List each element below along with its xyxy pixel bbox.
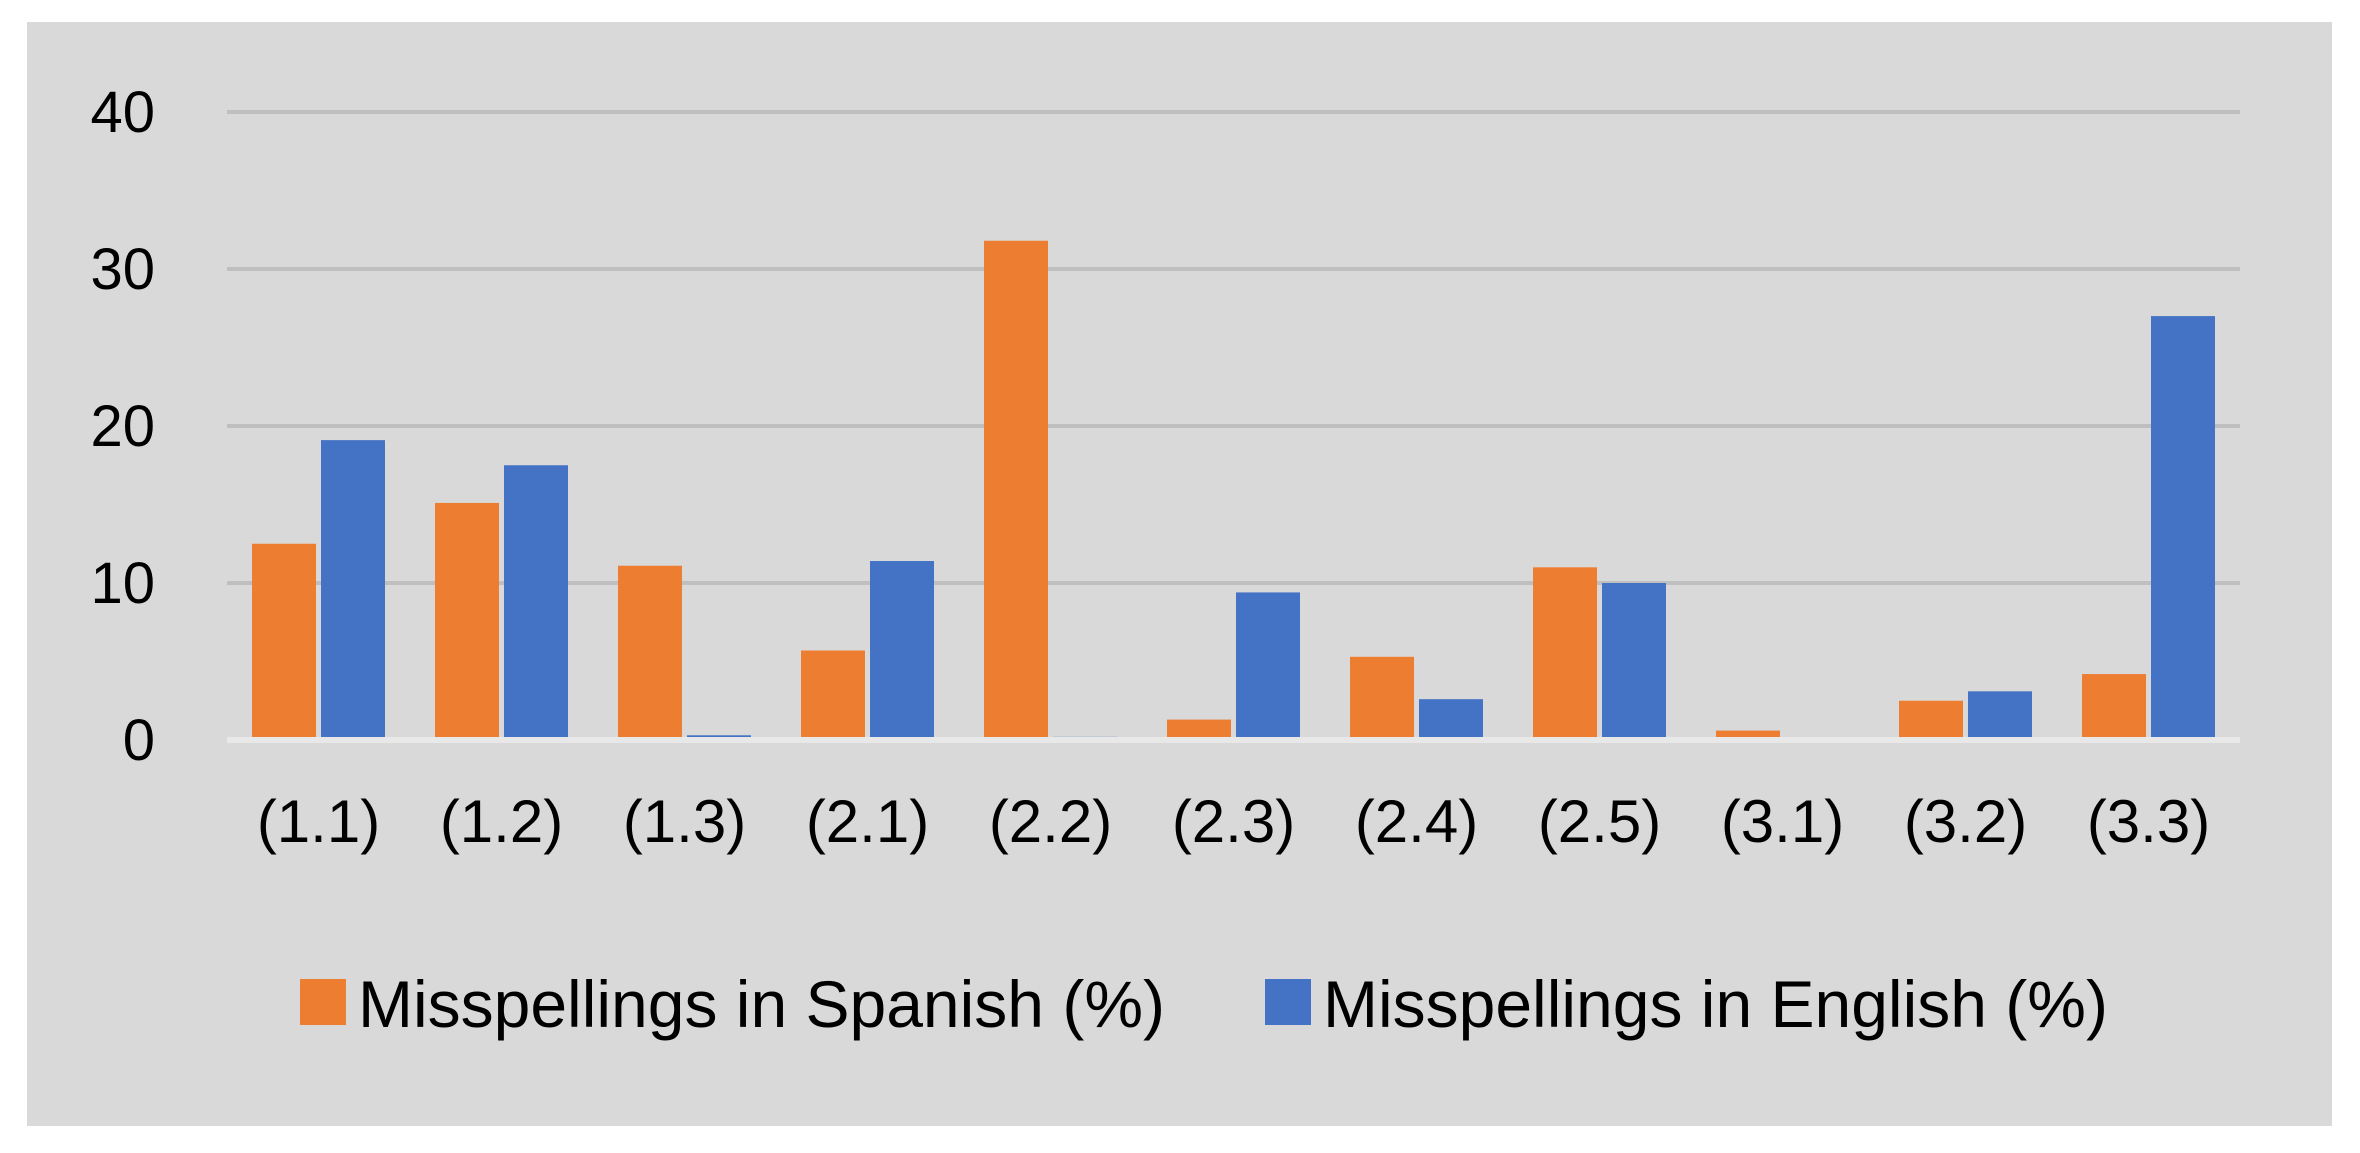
bar-english-9: [1968, 691, 2032, 740]
y-tick-label: 30: [90, 237, 155, 302]
gridlines: [227, 110, 2240, 585]
bar-spanish-10: [2082, 674, 2146, 740]
legend: Misspellings in Spanish (%) Misspellings …: [300, 967, 2108, 1041]
bar-english-0: [321, 440, 385, 740]
bar-spanish-2: [618, 565, 682, 740]
bar-spanish-7: [1533, 567, 1597, 740]
x-tick-label: (2.1): [806, 788, 929, 855]
bar-english-10: [2151, 316, 2215, 740]
bar-english-6: [1419, 699, 1483, 740]
legend-label-spanish: Misspellings in Spanish (%): [358, 967, 1165, 1041]
x-tick-label: (3.1): [1721, 788, 1844, 855]
bar-english-3: [870, 561, 934, 740]
x-tick-label: (2.2): [989, 788, 1112, 855]
x-tick-label: (1.2): [440, 788, 563, 855]
x-axis-ticks: (1.1) (1.2) (1.3) (2.1) (2.2) (2.3) (2.4) (2.5)…: [257, 788, 2210, 855]
y-axis-ticks: 0 10 20 30 40: [90, 80, 155, 773]
y-tick-label: 10: [90, 551, 155, 616]
bar-english-5: [1236, 592, 1300, 740]
y-tick-label: 40: [90, 80, 155, 145]
bar-spanish-1: [435, 502, 499, 740]
bar-spanish-4: [984, 240, 1048, 741]
legend-swatch-english: [1265, 979, 1311, 1025]
bar-spanish-8: [1716, 730, 1780, 740]
legend-label-english: Misspellings in English (%): [1323, 967, 2108, 1041]
x-tick-label: (2.3): [1172, 788, 1295, 855]
bars: [252, 240, 2215, 741]
x-tick-label: (1.3): [623, 788, 746, 855]
x-tick-label: (2.4): [1355, 788, 1478, 855]
x-tick-label: (3.2): [1904, 788, 2027, 855]
y-tick-label: 0: [123, 708, 155, 773]
bar-spanish-6: [1350, 656, 1414, 740]
bar-english-1: [504, 465, 568, 740]
bar-chart: 0 10 20 30 40 (1.1) (1.2) (1.3) (2.1) (2.2) (2.3)…: [90, 80, 2240, 1041]
x-tick-label: (1.1): [257, 788, 380, 855]
chart-panel: 0 10 20 30 40 (1.1) (1.2) (1.3) (2.1) (2.2) (2.3)…: [27, 22, 2332, 1126]
x-tick-label: (3.3): [2087, 788, 2210, 855]
y-tick-label: 20: [90, 394, 155, 459]
bar-spanish-5: [1167, 719, 1231, 740]
bar-spanish-3: [801, 650, 865, 740]
bar-english-7: [1602, 583, 1666, 740]
x-tick-label: (2.5): [1538, 788, 1661, 855]
bar-spanish-9: [1899, 700, 1963, 740]
legend-swatch-spanish: [300, 979, 346, 1025]
bar-spanish-0: [252, 543, 316, 740]
